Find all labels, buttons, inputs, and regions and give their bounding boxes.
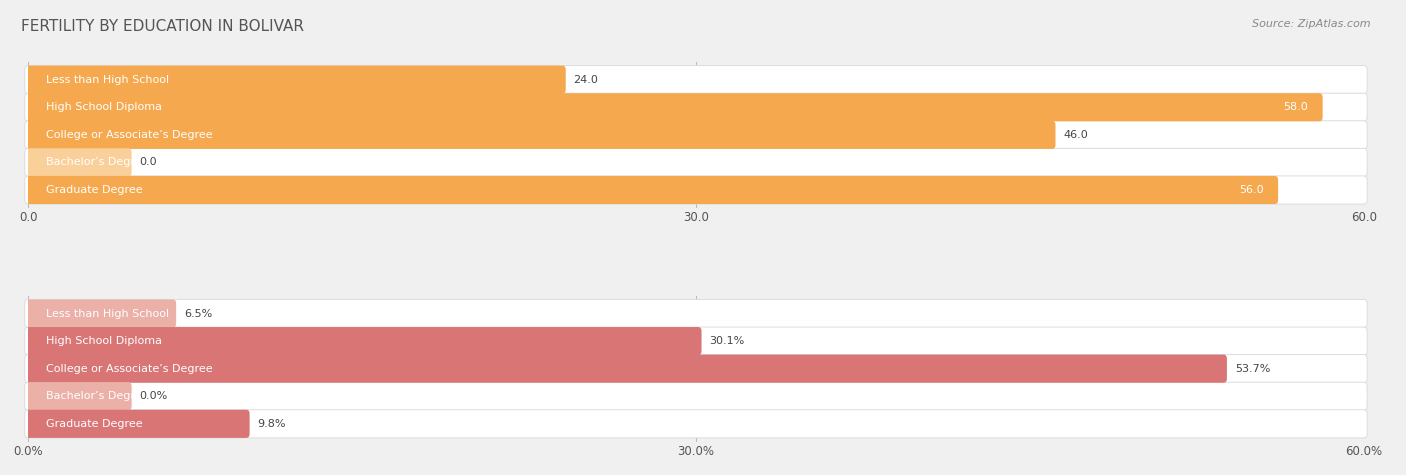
FancyBboxPatch shape bbox=[25, 355, 1227, 383]
Text: 53.7%: 53.7% bbox=[1234, 364, 1270, 374]
Text: Bachelor’s Degree: Bachelor’s Degree bbox=[46, 391, 149, 401]
Text: Graduate Degree: Graduate Degree bbox=[46, 185, 142, 195]
FancyBboxPatch shape bbox=[25, 299, 176, 328]
FancyBboxPatch shape bbox=[25, 121, 1056, 149]
FancyBboxPatch shape bbox=[25, 176, 1278, 204]
Text: Graduate Degree: Graduate Degree bbox=[46, 419, 142, 429]
FancyBboxPatch shape bbox=[25, 327, 1367, 355]
FancyBboxPatch shape bbox=[25, 299, 1367, 328]
Text: High School Diploma: High School Diploma bbox=[46, 336, 162, 346]
FancyBboxPatch shape bbox=[25, 176, 1367, 204]
Text: Less than High School: Less than High School bbox=[46, 309, 169, 319]
Text: 58.0: 58.0 bbox=[1284, 102, 1308, 112]
FancyBboxPatch shape bbox=[25, 410, 1367, 438]
FancyBboxPatch shape bbox=[25, 93, 1367, 121]
FancyBboxPatch shape bbox=[25, 93, 1323, 121]
Text: FERTILITY BY EDUCATION IN BOLIVAR: FERTILITY BY EDUCATION IN BOLIVAR bbox=[21, 19, 304, 34]
Text: 46.0: 46.0 bbox=[1063, 130, 1088, 140]
Text: 6.5%: 6.5% bbox=[184, 309, 212, 319]
FancyBboxPatch shape bbox=[25, 66, 1367, 94]
FancyBboxPatch shape bbox=[25, 382, 1367, 410]
Text: College or Associate’s Degree: College or Associate’s Degree bbox=[46, 364, 212, 374]
Text: College or Associate’s Degree: College or Associate’s Degree bbox=[46, 130, 212, 140]
Text: 24.0: 24.0 bbox=[574, 75, 599, 85]
Text: 0.0: 0.0 bbox=[139, 157, 157, 167]
Text: Source: ZipAtlas.com: Source: ZipAtlas.com bbox=[1253, 19, 1371, 29]
FancyBboxPatch shape bbox=[25, 121, 1367, 149]
FancyBboxPatch shape bbox=[25, 148, 1367, 177]
Text: 9.8%: 9.8% bbox=[257, 419, 285, 429]
Text: 56.0: 56.0 bbox=[1239, 185, 1264, 195]
FancyBboxPatch shape bbox=[25, 66, 565, 94]
FancyBboxPatch shape bbox=[25, 355, 1367, 383]
FancyBboxPatch shape bbox=[25, 327, 702, 355]
Text: Less than High School: Less than High School bbox=[46, 75, 169, 85]
Text: 0.0%: 0.0% bbox=[139, 391, 167, 401]
Text: Bachelor’s Degree: Bachelor’s Degree bbox=[46, 157, 149, 167]
Text: 30.1%: 30.1% bbox=[710, 336, 745, 346]
FancyBboxPatch shape bbox=[25, 382, 132, 410]
Text: High School Diploma: High School Diploma bbox=[46, 102, 162, 112]
FancyBboxPatch shape bbox=[25, 410, 250, 438]
FancyBboxPatch shape bbox=[25, 148, 132, 177]
